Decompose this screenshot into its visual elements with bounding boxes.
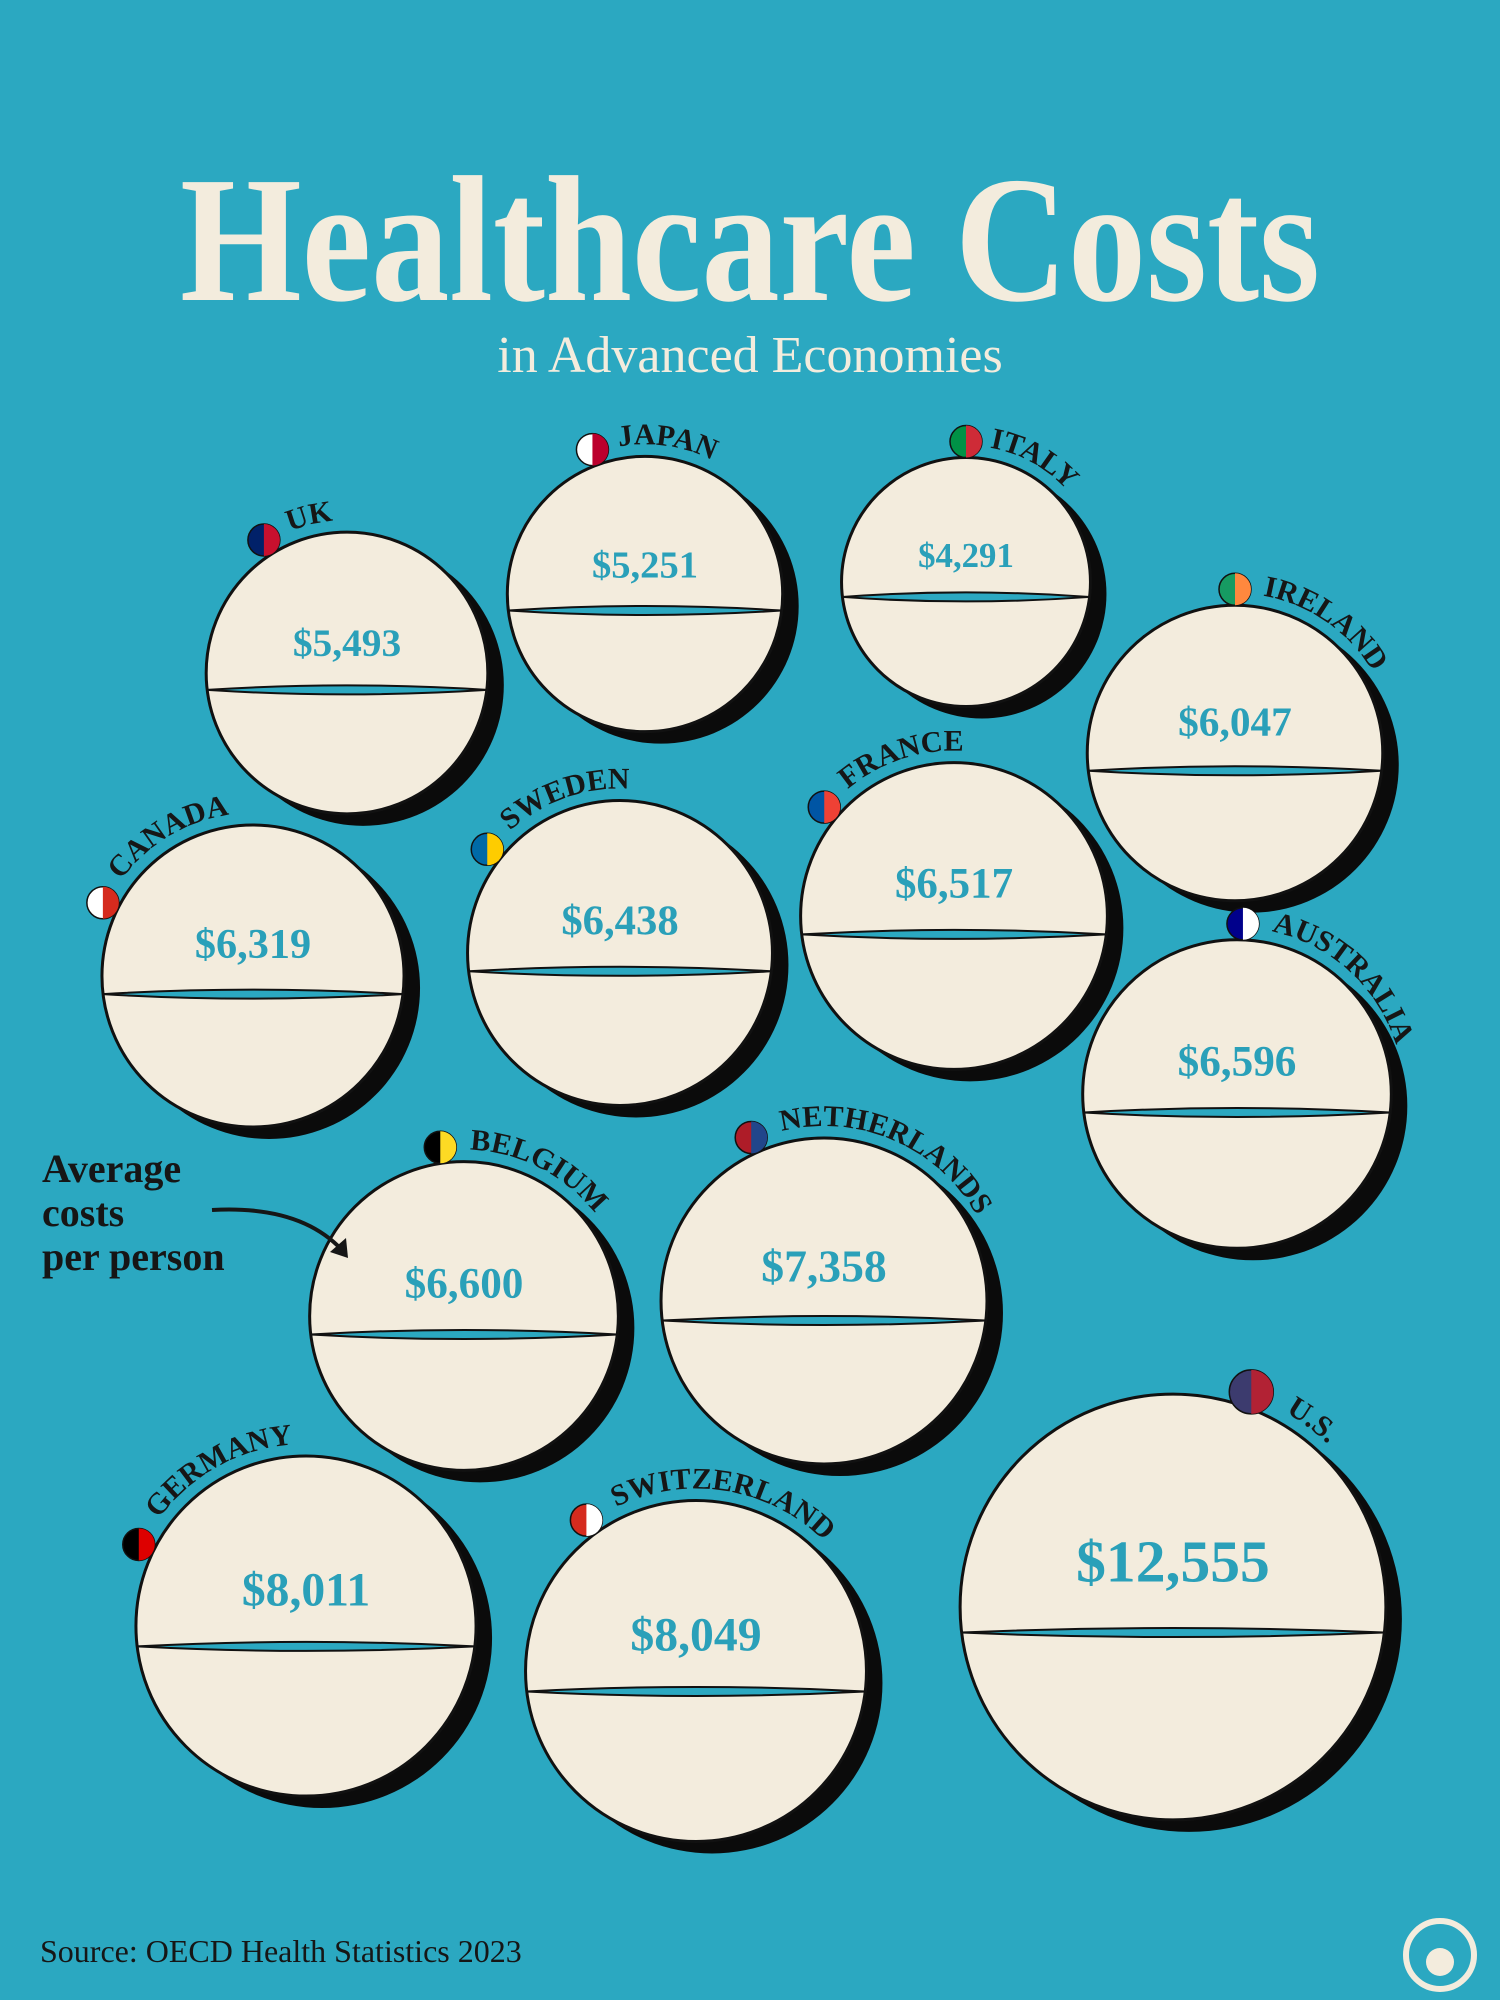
flag-stripe (138, 1528, 155, 1561)
pill-groove (1083, 1107, 1391, 1119)
logo-mark (1403, 1918, 1477, 1992)
value-label: $6,517 (895, 861, 1013, 908)
annotation-line: per person (42, 1234, 225, 1279)
annotation-arrowhead (330, 1238, 348, 1258)
pill-groove (207, 684, 487, 696)
flag-stripe (1251, 1369, 1274, 1414)
pill-groove (526, 1685, 866, 1697)
flag-stripe (263, 524, 280, 557)
value-label: $8,011 (242, 1565, 370, 1617)
chart-subtitle: in Advanced Economies (497, 327, 1002, 384)
value-label: $7,358 (761, 1240, 886, 1291)
pill-groove (468, 965, 772, 977)
annotation-line: costs (42, 1190, 124, 1235)
value-label: $6,438 (561, 898, 678, 945)
flag-stripe (824, 791, 841, 824)
flag-stripe (102, 886, 119, 919)
pill-groove (842, 591, 1090, 603)
bubble (134, 1454, 478, 1798)
value-label: $6,600 (405, 1259, 524, 1307)
value-label: $12,555 (1076, 1528, 1270, 1594)
value-label: $6,319 (195, 921, 311, 968)
bubble (466, 799, 774, 1107)
value-label: $5,493 (293, 621, 401, 665)
source: Source: OECD Health Statistics 2023 (40, 1933, 522, 1969)
pill-groove (102, 988, 404, 1000)
flag-stripe (966, 425, 982, 458)
pill-groove (662, 1315, 986, 1327)
bubble (1085, 603, 1385, 903)
bubble (308, 1160, 620, 1472)
bubble (958, 1392, 1388, 1822)
bubble (204, 530, 490, 816)
flag-stripe (592, 433, 609, 466)
annotation-arrow (211, 1207, 344, 1252)
chart-title: Healthcare Costs (180, 140, 1320, 339)
annotation-line: Average (42, 1146, 181, 1191)
bubble (100, 823, 406, 1129)
bubble (659, 1136, 989, 1466)
flag-stripe (751, 1121, 768, 1154)
annotation: Average costs per person (42, 1146, 348, 1279)
pill-groove (1088, 765, 1382, 777)
bubble (1081, 938, 1393, 1250)
pill-groove (508, 605, 782, 617)
bubble (840, 456, 1092, 708)
value-label: $8,049 (630, 1609, 761, 1662)
logo (1403, 1918, 1477, 1992)
annotation-text: Average costs per person (42, 1146, 225, 1279)
flag-stripe (1235, 573, 1251, 606)
pill-groove (310, 1329, 618, 1341)
bubble (505, 454, 785, 734)
value-label: $6,047 (1178, 698, 1292, 744)
value-label: $6,596 (1178, 1038, 1297, 1085)
flag-stripe (487, 833, 504, 866)
pill-groove (137, 1640, 475, 1652)
flag-stripe (1242, 907, 1259, 940)
bubbles: $5,493UK$5,251JAPAN$4,291ITALY$6,047IREL… (86, 418, 1421, 1854)
flag-stripe (440, 1131, 457, 1164)
flag-stripe (586, 1504, 603, 1537)
value-label: $5,251 (592, 544, 698, 586)
logo-mark (1426, 1948, 1454, 1976)
value-label: $4,291 (918, 536, 1014, 575)
pill-groove (801, 928, 1107, 940)
bubble (799, 761, 1109, 1071)
bubble (524, 1499, 868, 1843)
pill-groove (961, 1627, 1385, 1639)
